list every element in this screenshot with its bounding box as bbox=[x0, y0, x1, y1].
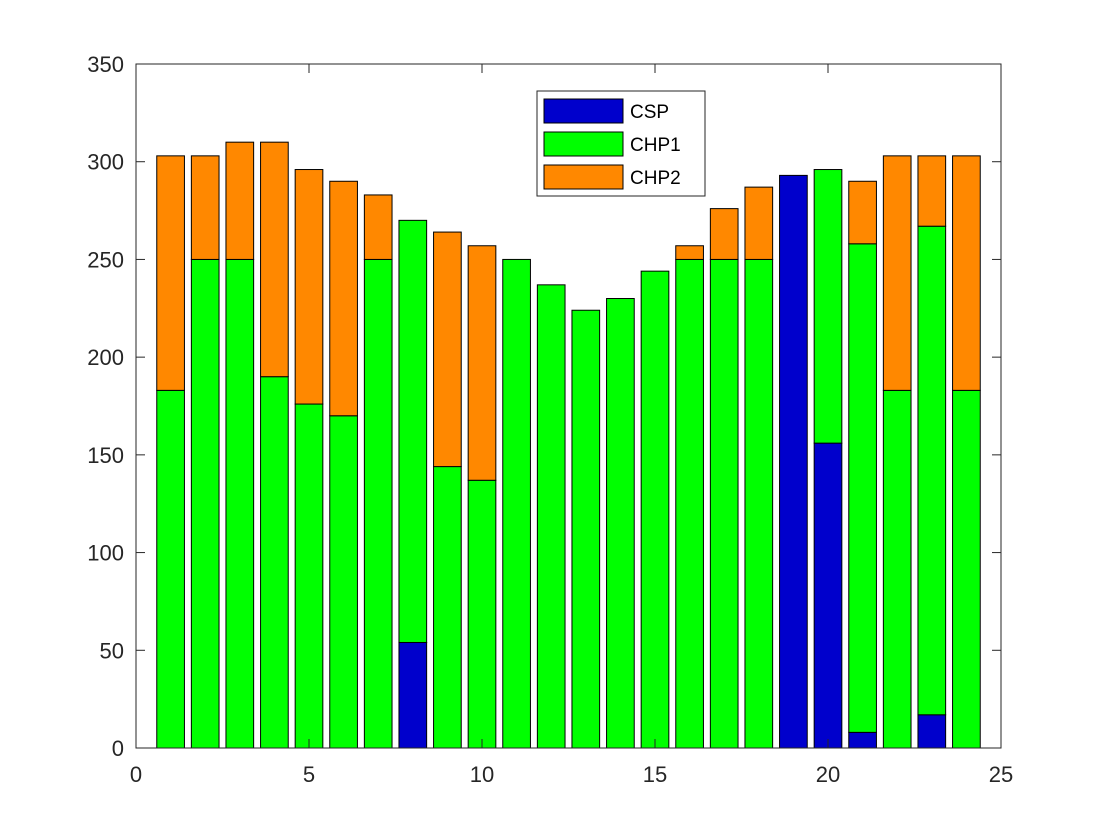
bar-chp1-5 bbox=[294, 403, 324, 749]
bar-chp1-20 bbox=[813, 169, 843, 444]
bar-chp1-3 bbox=[225, 258, 255, 749]
bar-chp1-14 bbox=[606, 298, 635, 749]
bars-layer bbox=[156, 141, 981, 749]
bar-chp2-4 bbox=[260, 141, 289, 378]
bar-chp1-10 bbox=[467, 479, 497, 749]
bar-chp2-5 bbox=[294, 169, 324, 405]
bar-chp2-10 bbox=[467, 245, 497, 481]
bar-csp-20 bbox=[813, 442, 843, 749]
bar-chp1-4 bbox=[260, 376, 289, 749]
bar-chp1-13 bbox=[571, 309, 601, 749]
bar-chp1-1 bbox=[156, 389, 185, 749]
y-tick-label: 100 bbox=[87, 541, 124, 566]
y-tick-label: 300 bbox=[87, 150, 124, 175]
bar-chp2-23 bbox=[917, 155, 947, 227]
bar-chp2-18 bbox=[744, 186, 774, 260]
x-tick-label: 10 bbox=[470, 762, 494, 787]
bar-chp2-6 bbox=[329, 180, 358, 417]
bar-csp-23 bbox=[917, 714, 947, 749]
bar-chp1-21 bbox=[848, 243, 877, 733]
bar-chp2-24 bbox=[952, 155, 981, 391]
bar-csp-19 bbox=[779, 174, 808, 749]
x-tick-label: 15 bbox=[643, 762, 667, 787]
y-tick-label: 250 bbox=[87, 247, 124, 272]
bar-chp1-11 bbox=[502, 258, 531, 749]
bar-chp1-18 bbox=[744, 258, 774, 749]
legend-label-chp1: CHP1 bbox=[630, 135, 681, 156]
bar-chp2-1 bbox=[156, 155, 185, 391]
bar-chp1-24 bbox=[952, 389, 981, 749]
bar-csp-8 bbox=[398, 641, 428, 749]
bar-chp2-7 bbox=[363, 194, 393, 260]
legend: CSP CHP1 CHP2 bbox=[536, 90, 706, 197]
bar-chp2-17 bbox=[709, 208, 739, 260]
y-tick-label: 200 bbox=[87, 345, 124, 370]
x-tick-label: 25 bbox=[989, 762, 1013, 787]
legend-label-csp: CSP bbox=[630, 102, 669, 123]
bar-chp1-22 bbox=[882, 389, 912, 749]
legend-swatch-chp2 bbox=[543, 164, 624, 190]
bar-chp1-2 bbox=[190, 258, 220, 749]
y-tick-label: 350 bbox=[87, 52, 124, 77]
bar-chp2-22 bbox=[882, 155, 912, 391]
legend-swatch-chp1 bbox=[543, 131, 624, 157]
bar-chp1-7 bbox=[363, 258, 393, 749]
bar-chp1-23 bbox=[917, 225, 947, 716]
bar-chp1-16 bbox=[675, 258, 704, 749]
bar-chp2-3 bbox=[225, 141, 255, 260]
bar-chp2-9 bbox=[433, 231, 462, 468]
y-tick-label: 150 bbox=[87, 443, 124, 468]
legend-swatch-csp bbox=[543, 98, 624, 124]
x-tick-label: 20 bbox=[816, 762, 840, 787]
x-tick-label: 5 bbox=[303, 762, 315, 787]
bar-chp1-8 bbox=[398, 219, 428, 643]
legend-label-chp2: CHP2 bbox=[630, 168, 681, 189]
bar-chp2-16 bbox=[675, 245, 704, 260]
bar-csp-21 bbox=[848, 731, 877, 749]
bar-chp1-15 bbox=[640, 270, 670, 749]
axes-box bbox=[135, 63, 1002, 749]
bar-chp2-2 bbox=[190, 155, 220, 260]
x-tick-label: 0 bbox=[130, 762, 142, 787]
bar-chp1-12 bbox=[536, 284, 566, 749]
y-tick-label: 0 bbox=[112, 736, 124, 761]
bar-chp1-6 bbox=[329, 415, 358, 749]
bar-chp1-9 bbox=[433, 466, 462, 749]
bar-chp1-17 bbox=[709, 258, 739, 749]
bar-chp2-21 bbox=[848, 180, 877, 245]
y-tick-label: 50 bbox=[100, 638, 124, 663]
